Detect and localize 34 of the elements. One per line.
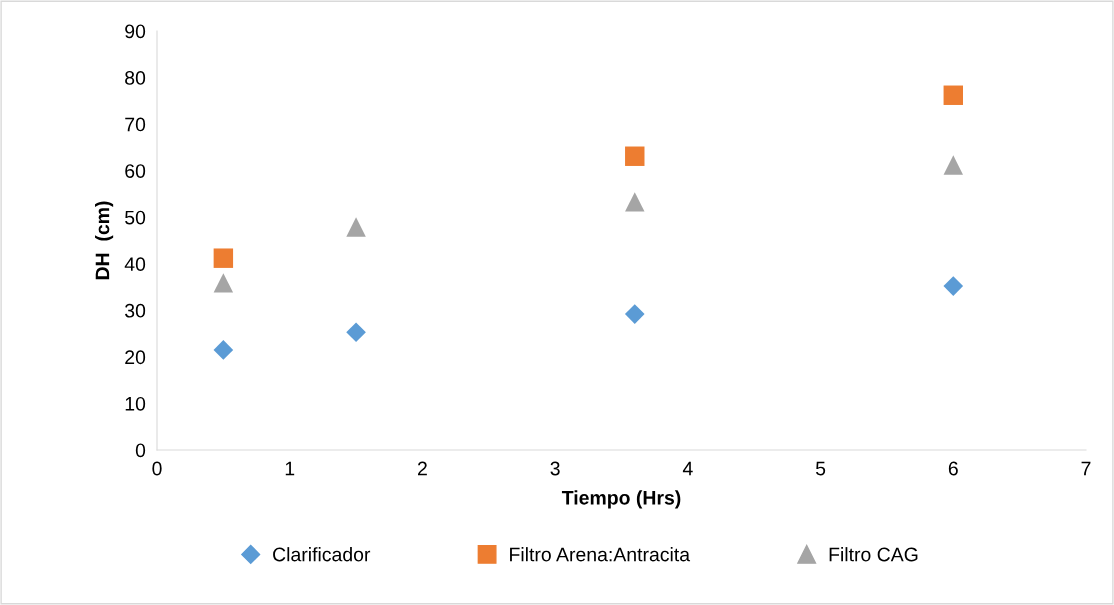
- x-tick-label: 1: [285, 461, 295, 476]
- y-tick-label: 90: [125, 24, 146, 39]
- point: [624, 304, 645, 324]
- point: [625, 192, 645, 212]
- x-tick-label: 4: [682, 461, 693, 476]
- y-tick-label: 70: [125, 117, 146, 132]
- x-tick-label: 0: [152, 461, 162, 476]
- legend-label: Filtro Arena:Antracita: [510, 547, 691, 562]
- y-axis-title: DH (cm): [95, 201, 114, 280]
- x-tick-label: 6: [948, 461, 958, 476]
- y-tick-label: 30: [125, 303, 146, 318]
- x-tick-label: 7: [1081, 461, 1091, 476]
- y-tick-label: 20: [125, 350, 146, 365]
- legend-label: Filtro CAG: [829, 547, 918, 562]
- point: [943, 276, 964, 296]
- point: [213, 248, 234, 268]
- y-tick-label: 0: [135, 443, 146, 458]
- point: [346, 322, 366, 343]
- point: [625, 146, 645, 166]
- point: [346, 217, 366, 237]
- legend-label: Clarificador: [273, 547, 371, 562]
- y-tick-label: 10: [125, 396, 146, 411]
- x-tick-label: 5: [815, 461, 826, 476]
- x-tick-label: 3: [550, 461, 560, 476]
- point: [943, 85, 964, 105]
- point: [943, 155, 964, 175]
- x-tick-label: 2: [418, 461, 427, 476]
- y-tick-label: 50: [125, 210, 146, 225]
- x-axis-title: Tiempo (Hrs): [561, 490, 681, 509]
- y-tick-label: 80: [125, 71, 146, 85]
- y-tick-label: 60: [125, 164, 146, 178]
- point: [213, 340, 234, 360]
- y-tick-label: 40: [124, 257, 146, 272]
- point: [213, 273, 234, 293]
